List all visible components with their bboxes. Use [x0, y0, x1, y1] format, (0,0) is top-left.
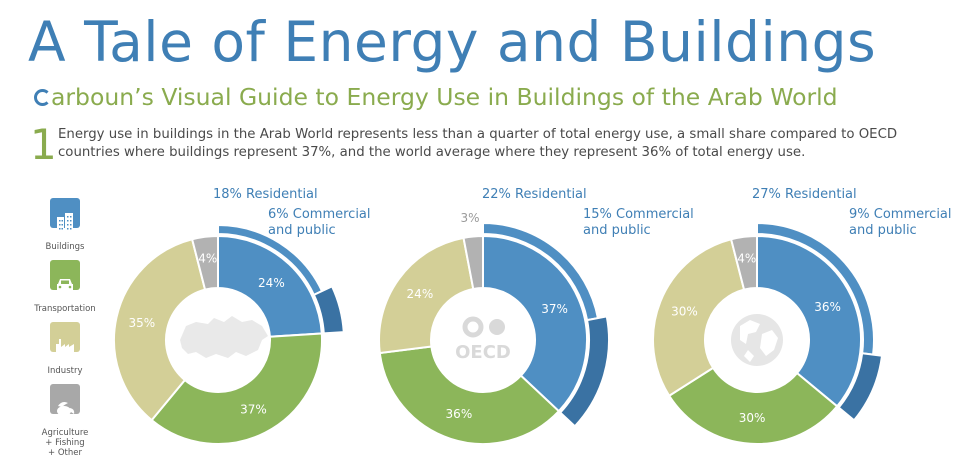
legend-item-other: Agriculture + Fishing + Other	[34, 374, 96, 468]
page-title: A Tale of Energy and Buildings	[28, 10, 877, 74]
value-label-other: 3%	[460, 211, 479, 225]
slice-transportation	[150, 332, 323, 445]
donut-slices	[378, 234, 588, 445]
slice-transportation	[378, 345, 561, 445]
subtitle-text: arboun’s Visual Guide to Energy Use in B…	[51, 83, 838, 111]
slice-industry	[652, 238, 746, 398]
intro-text: Energy use in buildings in the Arab Worl…	[58, 127, 898, 160]
legend-label-industry: Industry	[47, 366, 83, 376]
residential-label: 22% Residential	[482, 187, 587, 202]
ring-commercial	[558, 315, 610, 428]
globe-icon	[731, 314, 783, 366]
car-icon	[50, 260, 80, 294]
section-number: 1	[30, 120, 57, 169]
slice-other	[729, 234, 758, 291]
slice-buildings	[482, 234, 588, 413]
commercial-label: and public	[268, 223, 336, 238]
donut-chart-arab-world: 24% 37% 35% 4% 18% Residential 6% Commercial…	[113, 187, 371, 445]
value-label-industry: 30%	[671, 304, 698, 318]
slice-other	[462, 234, 484, 291]
buildings-icon	[50, 198, 80, 234]
donut-slices	[113, 234, 323, 445]
value-label-transportation: 37%	[240, 402, 267, 416]
value-label-other: 4%	[198, 252, 217, 266]
carboun-logo-icon	[34, 89, 51, 106]
residential-label: 27% Residential	[752, 187, 857, 202]
legend-label-transportation: Transportation	[34, 304, 96, 314]
value-label-industry: 35%	[129, 316, 156, 330]
legend-item-buildings: Buildings	[34, 188, 96, 262]
oecd-logo: OECD	[455, 316, 511, 363]
slice-industry	[113, 238, 207, 422]
ring-commercial	[312, 285, 345, 335]
slice-transportation	[667, 366, 839, 445]
donut-slices	[652, 234, 862, 445]
value-label-industry: 24%	[407, 287, 434, 301]
legend-label-buildings: Buildings	[45, 242, 85, 252]
slice-industry	[378, 236, 475, 355]
commercial-label: and public	[849, 223, 917, 238]
agriculture-icon	[50, 384, 80, 416]
buildings-outer-ring	[756, 221, 884, 422]
slice-buildings	[756, 234, 862, 408]
slice-buildings	[217, 234, 323, 338]
arab-world-map-icon	[180, 316, 268, 358]
value-label-buildings: 37%	[541, 302, 568, 316]
factory-icon	[50, 322, 80, 356]
commercial-label: 9% Commercial	[849, 207, 952, 222]
value-label-buildings: 24%	[258, 276, 285, 290]
commercial-label: and public	[583, 223, 651, 238]
legend-item-industry: Industry	[34, 312, 96, 386]
value-label-buildings: 36%	[814, 300, 841, 314]
commercial-label: 15% Commercial	[583, 207, 694, 222]
residential-label: 18% Residential	[213, 187, 318, 202]
value-label-other: 4%	[737, 252, 756, 266]
oecd-label: OECD	[455, 342, 511, 363]
buildings-outer-ring	[482, 221, 610, 428]
page-subtitle: arboun’s Visual Guide to Energy Use in B…	[34, 83, 838, 111]
buildings-outer-ring	[217, 223, 345, 335]
donut-chart-world: 36% 30% 30% 4% 27% Residential 9% Commercial…	[652, 187, 952, 445]
value-label-transportation: 30%	[739, 411, 766, 425]
legend-label-other: Agriculture + Fishing + Other	[41, 428, 89, 458]
legend-item-transportation: Transportation	[34, 250, 96, 324]
commercial-label: 6% Commercial	[268, 207, 371, 222]
slice-other	[190, 234, 219, 291]
ring-commercial	[837, 352, 884, 422]
donut-chart-oecd: OECD 37% 36% 24% 3% 22% Residential 15% Comm…	[378, 187, 694, 445]
value-label-transportation: 36%	[446, 407, 473, 421]
